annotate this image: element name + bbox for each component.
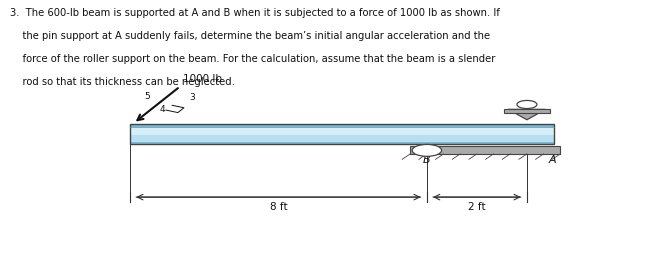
Text: 5: 5: [144, 92, 149, 100]
Text: 3.  The 600-lb beam is supported at A and B when it is subjected to a force of 1: 3. The 600-lb beam is supported at A and…: [10, 8, 500, 18]
Text: force of the roller support on the beam. For the calculation, assume that the be: force of the roller support on the beam.…: [10, 54, 496, 64]
Bar: [504, 109, 550, 113]
Text: rod so that its thickness can be neglected.: rod so that its thickness can be neglect…: [10, 77, 235, 87]
Bar: [130, 124, 554, 144]
Bar: [130, 135, 554, 144]
Text: 1000 lb: 1000 lb: [183, 74, 222, 84]
Bar: [130, 142, 554, 144]
Text: the pin support at A suddenly fails, determine the beam’s initial angular accele: the pin support at A suddenly fails, det…: [10, 31, 490, 41]
Text: A: A: [548, 155, 556, 165]
Text: 4: 4: [160, 105, 165, 114]
Polygon shape: [508, 109, 546, 120]
Bar: [130, 124, 554, 127]
Text: B: B: [423, 155, 431, 165]
Bar: [130, 127, 554, 135]
Text: 2 ft: 2 ft: [468, 202, 486, 212]
Circle shape: [412, 144, 442, 156]
Text: 3: 3: [189, 93, 195, 102]
Bar: [410, 146, 560, 154]
Circle shape: [517, 100, 537, 109]
Text: 8 ft: 8 ft: [269, 202, 287, 212]
